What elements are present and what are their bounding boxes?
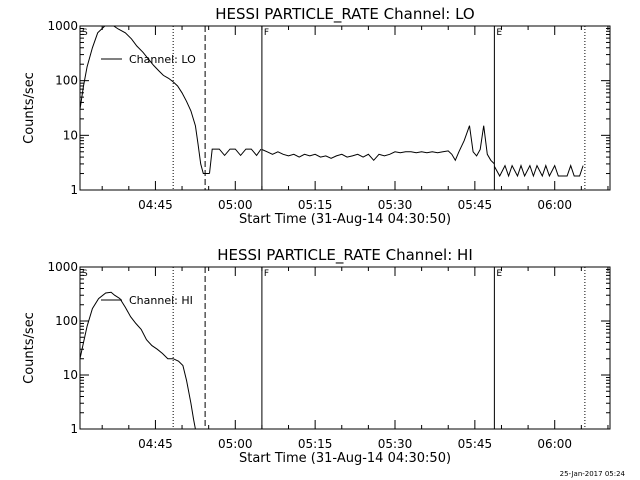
y-tick-label: 1: [70, 183, 78, 197]
y-tick-label: 10: [63, 128, 78, 142]
chart-title: HESSI PARTICLE_RATE Channel: LO: [215, 5, 474, 24]
x-tick-label: 05:15: [298, 198, 333, 212]
lo-channel-plot: 1 10 100 1000 04:45 05:00 05:15 05:30 05:45 06:00…: [22, 5, 611, 227]
x-tick-label: 04:45: [138, 198, 173, 212]
chart-title: HESSI PARTICLE_RATE Channel: HI: [217, 246, 473, 265]
x-tick-label: 06:00: [537, 437, 572, 451]
data-line: [493, 164, 584, 178]
marker-label: E: [496, 269, 502, 279]
marker-label: E: [496, 28, 502, 38]
x-tick-label: 05:30: [378, 437, 413, 451]
x-tick-label: 05:30: [378, 198, 413, 212]
x-tick-label: 05:00: [218, 198, 253, 212]
y-tick-label: 1000: [47, 19, 78, 33]
marker-label: S: [82, 269, 88, 279]
x-tick-label: 06:00: [537, 198, 572, 212]
data-line: [80, 291, 196, 429]
x-tick-label: 05:15: [298, 437, 333, 451]
marker-label: F: [264, 269, 269, 279]
data-line: [209, 148, 262, 174]
y-tick-label: 100: [55, 314, 78, 328]
data-line: [261, 125, 495, 165]
marker-label: F: [264, 28, 269, 38]
hi-channel-plot: 1 10 100 1000 04:45 05:00 05:15 05:30 05:45 06:00…: [22, 246, 611, 466]
y-tick-label: 1: [70, 422, 78, 436]
plot-frame: [79, 266, 611, 430]
marker-label: S: [82, 28, 88, 38]
y-tick-label: 100: [55, 74, 78, 88]
y-axis-label: Counts/sec: [22, 312, 37, 384]
y-tick-label: 1000: [47, 260, 78, 274]
x-tick-label: 05:00: [218, 437, 253, 451]
legend-label: Channel: HI: [129, 294, 193, 307]
y-tick-label: 10: [63, 368, 78, 382]
y-axis-label: Counts/sec: [22, 72, 37, 144]
data-line: [80, 26, 210, 174]
legend-label: Channel: LO: [129, 53, 196, 66]
plot-frame: [79, 25, 611, 191]
x-tick-label: 05:45: [458, 198, 493, 212]
x-axis-label: Start Time (31-Aug-14 04:30:50): [239, 451, 451, 466]
x-tick-label: 05:45: [458, 437, 493, 451]
plot-timestamp: 25-Jan-2017 05:24: [560, 470, 626, 478]
x-axis-label: Start Time (31-Aug-14 04:30:50): [239, 212, 451, 227]
x-tick-label: 04:45: [138, 437, 173, 451]
